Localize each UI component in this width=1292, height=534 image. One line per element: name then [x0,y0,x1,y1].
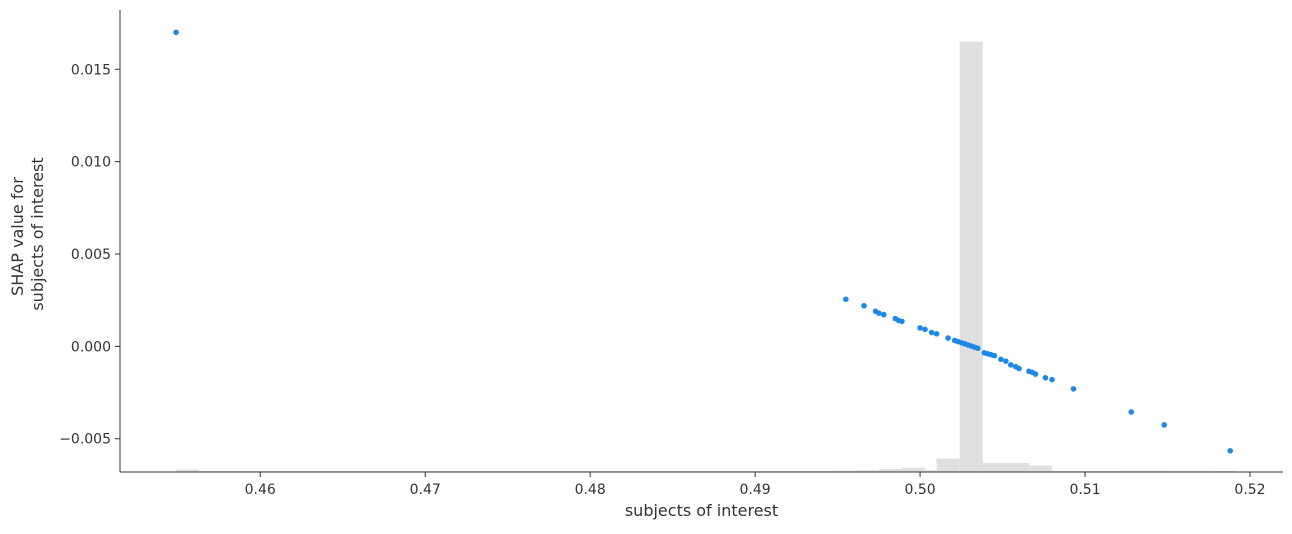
scatter-point [1042,374,1049,381]
histogram-bar [832,470,856,472]
histogram-bar [936,458,960,472]
x-tick-label: 0.48 [575,482,606,498]
scatter-point [1003,358,1009,364]
histogram-bar [1028,465,1053,472]
scatter-point [843,296,849,303]
x-tick-label: 0.51 [1069,482,1100,498]
y-axis-label-line-2: subjects of interest [28,157,47,310]
y-tick-label: −0.005 [59,432,111,448]
histogram-bar [878,468,902,472]
histogram-bar [959,41,983,473]
scatter-point [922,326,928,333]
scatter-point [1161,422,1168,428]
x-tick-label: 0.49 [740,482,771,498]
scatter-point [899,318,905,325]
y-axis-label-line-1: SHAP value for [8,177,27,296]
y-axis-label: SHAP value for subjects of interest [8,157,47,310]
scatter-point [998,356,1004,363]
scatter-point [975,345,981,352]
scatter-point [876,310,882,316]
x-tick-label: 0.50 [904,482,935,498]
scatter-point [1008,362,1014,368]
x-tick-label: 0.52 [1234,482,1265,498]
x-tick-label: 0.46 [245,482,276,498]
scatter-point [991,352,998,359]
scatter-point [1070,386,1077,392]
histogram-bar [1121,470,1168,472]
x-ticks: 0.46 0.47 0.48 0.49 0.50 0.51 0.52 [245,472,1266,498]
scatter-point [1128,409,1135,415]
histogram-bar [176,469,200,472]
scatter-point [1049,376,1055,383]
scatter-point [880,311,887,318]
y-ticks: −0.005 0.000 0.005 0.010 0.015 [59,62,120,448]
y-tick-label: 0.005 [71,247,111,263]
scatter-point [945,335,951,341]
scatter-point [173,29,179,36]
histogram-bar [855,470,879,472]
histogram-bar [925,470,937,472]
scatter-point [1227,447,1234,454]
scatter-point [928,329,935,336]
histogram-bar [982,462,1029,472]
y-tick-label: 0.015 [71,62,111,78]
scatter-point [1032,371,1039,377]
y-tick-label: 0.000 [71,339,111,355]
scatter-point [861,302,867,309]
scatter-point [1016,365,1022,372]
x-axis-label: subjects of interest [625,501,778,520]
scatter-point [933,331,940,337]
x-tick-label: 0.47 [410,482,441,498]
scatter-point [917,325,923,331]
scatter-points-layer [173,29,1234,454]
histogram-bar [901,467,926,472]
y-tick-label: 0.010 [71,155,111,171]
histogram-layer [176,41,1237,473]
